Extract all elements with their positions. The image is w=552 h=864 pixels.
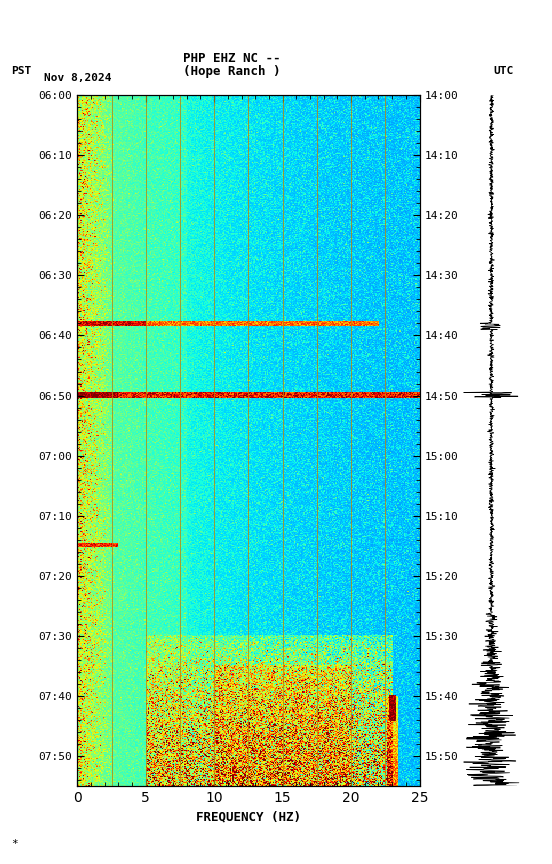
X-axis label: FREQUENCY (HZ): FREQUENCY (HZ) bbox=[196, 810, 301, 823]
Text: PHP EHZ NC --: PHP EHZ NC -- bbox=[183, 52, 280, 65]
Text: PST: PST bbox=[11, 66, 31, 76]
Text: UTC: UTC bbox=[493, 66, 513, 76]
Text: *: * bbox=[11, 839, 18, 848]
Text: (Hope Ranch ): (Hope Ranch ) bbox=[183, 65, 280, 78]
Text: Nov 8,2024: Nov 8,2024 bbox=[44, 73, 112, 83]
